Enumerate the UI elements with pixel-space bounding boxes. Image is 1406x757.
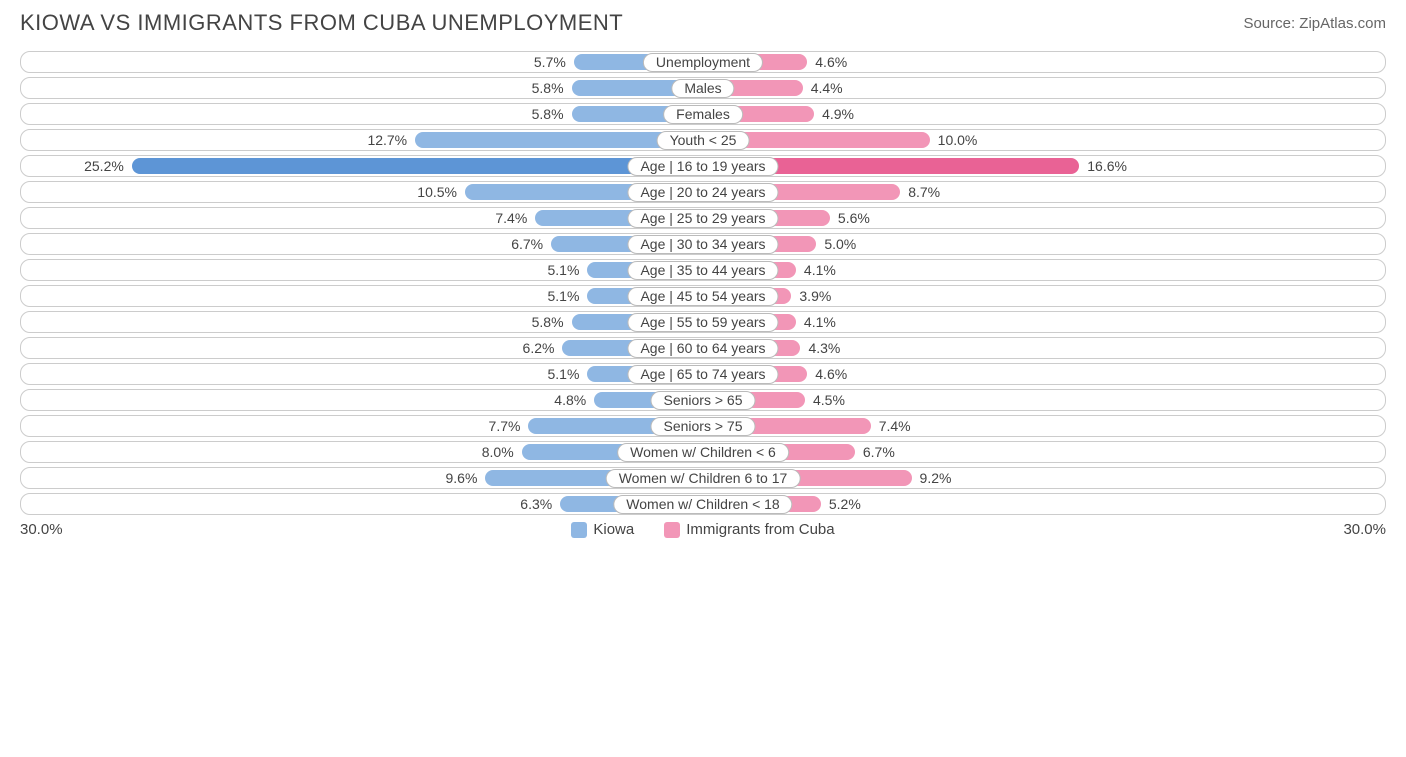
category-badge: Women w/ Children < 6 (617, 443, 789, 462)
chart-header: KIOWA VS IMMIGRANTS FROM CUBA UNEMPLOYME… (20, 10, 1386, 36)
value-left: 5.1% (547, 365, 579, 383)
chart-row: 4.8% 4.5% Seniors > 65 (20, 389, 1386, 411)
chart-row: 25.2% 16.6% Age | 16 to 19 years (20, 155, 1386, 177)
value-left: 5.1% (547, 287, 579, 305)
value-right: 8.7% (908, 183, 940, 201)
category-badge: Females (663, 105, 743, 124)
value-left: 7.4% (495, 209, 527, 227)
chart-title: KIOWA VS IMMIGRANTS FROM CUBA UNEMPLOYME… (20, 10, 623, 36)
value-right: 4.1% (804, 313, 836, 331)
value-right: 4.5% (813, 391, 845, 409)
chart-row: 7.4% 5.6% Age | 25 to 29 years (20, 207, 1386, 229)
chart-row: 6.3% 5.2% Women w/ Children < 18 (20, 493, 1386, 515)
value-left: 10.5% (417, 183, 457, 201)
value-right: 5.2% (829, 495, 861, 513)
value-left: 6.3% (520, 495, 552, 513)
value-left: 5.8% (532, 79, 564, 97)
value-left: 7.7% (489, 417, 521, 435)
value-right: 4.3% (808, 339, 840, 357)
chart-row: 7.7% 7.4% Seniors > 75 (20, 415, 1386, 437)
value-left: 12.7% (367, 131, 407, 149)
value-right: 4.6% (815, 53, 847, 71)
value-left: 9.6% (445, 469, 477, 487)
chart-row: 9.6% 9.2% Women w/ Children 6 to 17 (20, 467, 1386, 489)
category-badge: Unemployment (643, 53, 763, 72)
chart-row: 8.0% 6.7% Women w/ Children < 6 (20, 441, 1386, 463)
value-left: 4.8% (554, 391, 586, 409)
chart-footer: 30.0% Kiowa Immigrants from Cuba 30.0% (20, 521, 1386, 538)
chart-row: 5.1% 4.6% Age | 65 to 74 years (20, 363, 1386, 385)
value-right: 4.1% (804, 261, 836, 279)
category-badge: Seniors > 65 (651, 391, 756, 410)
value-right: 4.4% (811, 79, 843, 97)
category-badge: Males (671, 79, 734, 98)
category-badge: Age | 45 to 54 years (627, 287, 778, 306)
bar-left (132, 158, 703, 174)
axis-max-right: 30.0% (1343, 521, 1386, 538)
category-badge: Women w/ Children < 18 (613, 495, 792, 514)
value-right: 6.7% (863, 443, 895, 461)
category-badge: Age | 35 to 44 years (627, 261, 778, 280)
chart-row: 6.7% 5.0% Age | 30 to 34 years (20, 233, 1386, 255)
value-left: 5.7% (534, 53, 566, 71)
legend-item-right: Immigrants from Cuba (664, 521, 834, 538)
category-badge: Age | 30 to 34 years (627, 235, 778, 254)
category-badge: Seniors > 75 (651, 417, 756, 436)
legend: Kiowa Immigrants from Cuba (571, 521, 834, 538)
value-left: 5.8% (532, 313, 564, 331)
chart-row: 5.8% 4.1% Age | 55 to 59 years (20, 311, 1386, 333)
chart-row: 5.1% 3.9% Age | 45 to 54 years (20, 285, 1386, 307)
legend-item-left: Kiowa (571, 521, 634, 538)
value-right: 4.6% (815, 365, 847, 383)
legend-swatch-left (571, 522, 587, 538)
chart-row: 12.7% 10.0% Youth < 25 (20, 129, 1386, 151)
value-left: 5.8% (532, 105, 564, 123)
value-right: 7.4% (879, 417, 911, 435)
chart-row: 5.7% 4.6% Unemployment (20, 51, 1386, 73)
category-badge: Age | 65 to 74 years (627, 365, 778, 384)
diverging-bar-chart: 5.7% 4.6% Unemployment 5.8% 4.4% Males 5.8% 4.9… (20, 51, 1386, 515)
chart-row: 5.8% 4.4% Males (20, 77, 1386, 99)
value-left: 6.7% (511, 235, 543, 253)
value-right: 16.6% (1087, 157, 1127, 175)
chart-row: 10.5% 8.7% Age | 20 to 24 years (20, 181, 1386, 203)
category-badge: Age | 16 to 19 years (627, 157, 778, 176)
category-badge: Age | 20 to 24 years (627, 183, 778, 202)
category-badge: Youth < 25 (657, 131, 750, 150)
legend-label-left: Kiowa (593, 521, 634, 538)
value-right: 9.2% (920, 469, 952, 487)
category-badge: Age | 25 to 29 years (627, 209, 778, 228)
value-right: 10.0% (938, 131, 978, 149)
legend-swatch-right (664, 522, 680, 538)
value-right: 5.6% (838, 209, 870, 227)
value-left: 25.2% (84, 157, 124, 175)
category-badge: Age | 60 to 64 years (627, 339, 778, 358)
category-badge: Women w/ Children 6 to 17 (606, 469, 801, 488)
value-left: 5.1% (547, 261, 579, 279)
category-badge: Age | 55 to 59 years (627, 313, 778, 332)
chart-source: Source: ZipAtlas.com (1243, 15, 1386, 32)
value-right: 3.9% (799, 287, 831, 305)
value-right: 4.9% (822, 105, 854, 123)
value-left: 6.2% (523, 339, 555, 357)
chart-row: 5.8% 4.9% Females (20, 103, 1386, 125)
chart-row: 6.2% 4.3% Age | 60 to 64 years (20, 337, 1386, 359)
legend-label-right: Immigrants from Cuba (686, 521, 834, 538)
value-right: 5.0% (824, 235, 856, 253)
chart-row: 5.1% 4.1% Age | 35 to 44 years (20, 259, 1386, 281)
value-left: 8.0% (482, 443, 514, 461)
axis-max-left: 30.0% (20, 521, 63, 538)
